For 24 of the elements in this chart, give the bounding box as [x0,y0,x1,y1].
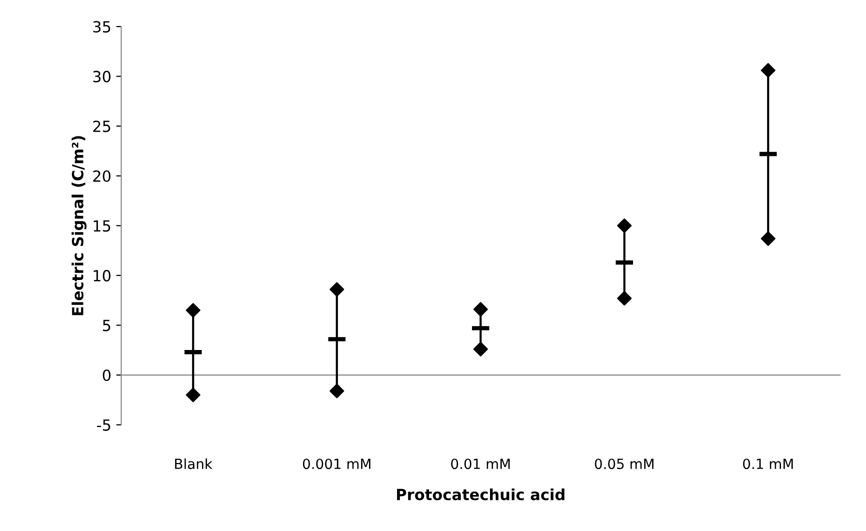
x-tick-label: 0.1 mM [743,458,793,470]
x-tick-label: Blank [175,458,212,470]
point [617,291,632,306]
point [330,282,344,297]
point [617,218,632,233]
point [186,388,200,402]
y-tick-label: 30 [93,70,111,82]
y-tick-label: 25 [93,120,110,132]
x-tick-label: 0.05 mM [594,458,654,470]
y-tick-label: 15 [94,220,110,232]
x-axis-title: Protocatechuic acid [397,488,564,500]
y-tick-label: 20 [93,170,111,182]
x-tick-label: 0.001 mM [302,458,370,470]
point [760,231,776,246]
point [760,63,776,78]
y-tick-label: 0 [102,369,111,382]
y-tick-label: 35 [93,21,110,33]
point [473,302,488,317]
y-tick-label: 5 [102,320,110,332]
x-tick-label: 0.01 mM [451,458,510,470]
y-tick-label: 10 [94,270,111,282]
point [473,342,488,356]
y-tick-label: -5 [97,419,110,431]
y-axis-title: Electric Signal (C/m²) [72,136,87,316]
